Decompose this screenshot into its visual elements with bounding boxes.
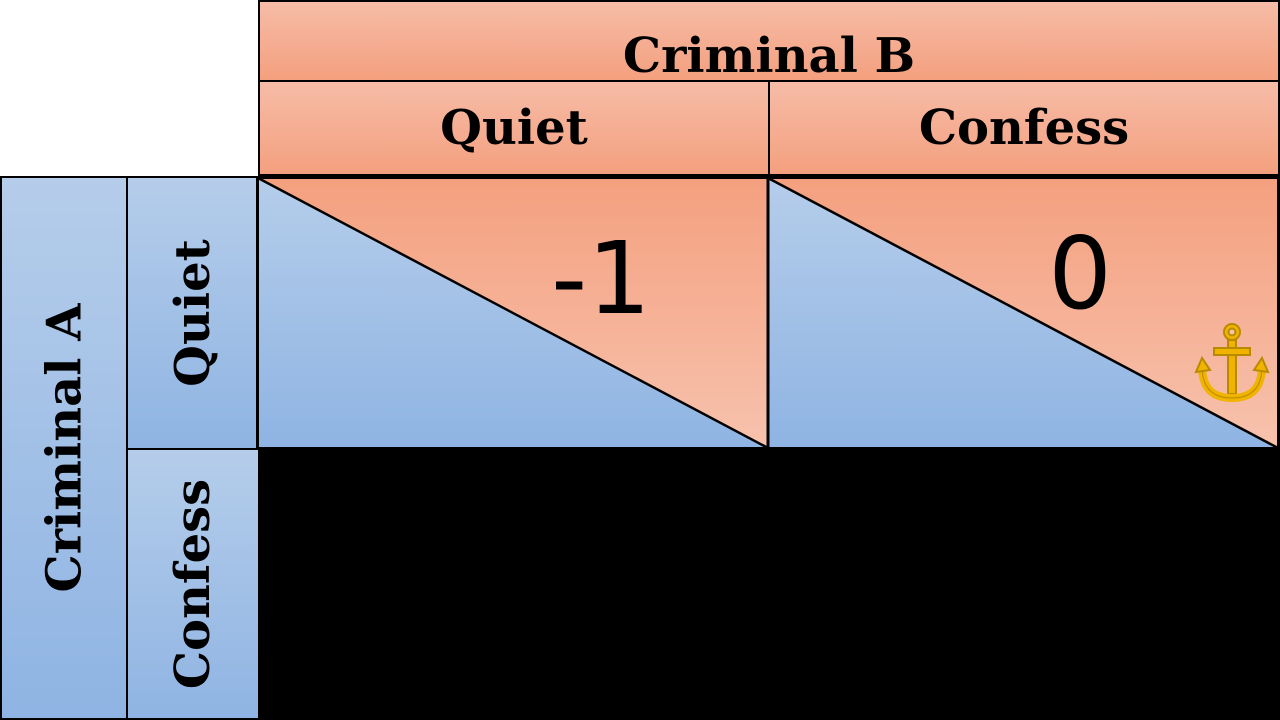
payoff-quiet-confess-b: 0 — [1048, 215, 1112, 332]
cell-quiet-quiet: -1 — [257, 176, 769, 450]
row-confess-label: Confess — [165, 478, 222, 690]
column-quiet-label: Quiet — [440, 100, 588, 156]
cell-quiet-confess: 0 — [767, 176, 1279, 450]
player-b-header: Criminal B — [258, 0, 1280, 82]
player-b-label: Criminal B — [622, 28, 916, 84]
anchor-icon — [1194, 323, 1270, 403]
cell-quiet-quiet-divider — [257, 176, 769, 450]
row-header-confess: Confess — [126, 448, 260, 720]
row-header-quiet: Quiet — [126, 176, 260, 450]
cell-quiet-confess-divider — [767, 176, 1279, 450]
column-header-confess: Confess — [768, 80, 1280, 178]
row-quiet-label: Quiet — [165, 239, 221, 387]
payoff-matrix: -1 0 — [256, 176, 1280, 450]
player-a-header: Criminal A — [0, 176, 128, 720]
player-a-label: Criminal A — [36, 303, 92, 593]
column-header-quiet: Quiet — [258, 80, 770, 178]
column-confess-label: Confess — [918, 100, 1130, 156]
payoff-quiet-quiet-b: -1 — [551, 220, 651, 337]
hidden-confess-row — [258, 448, 1280, 720]
